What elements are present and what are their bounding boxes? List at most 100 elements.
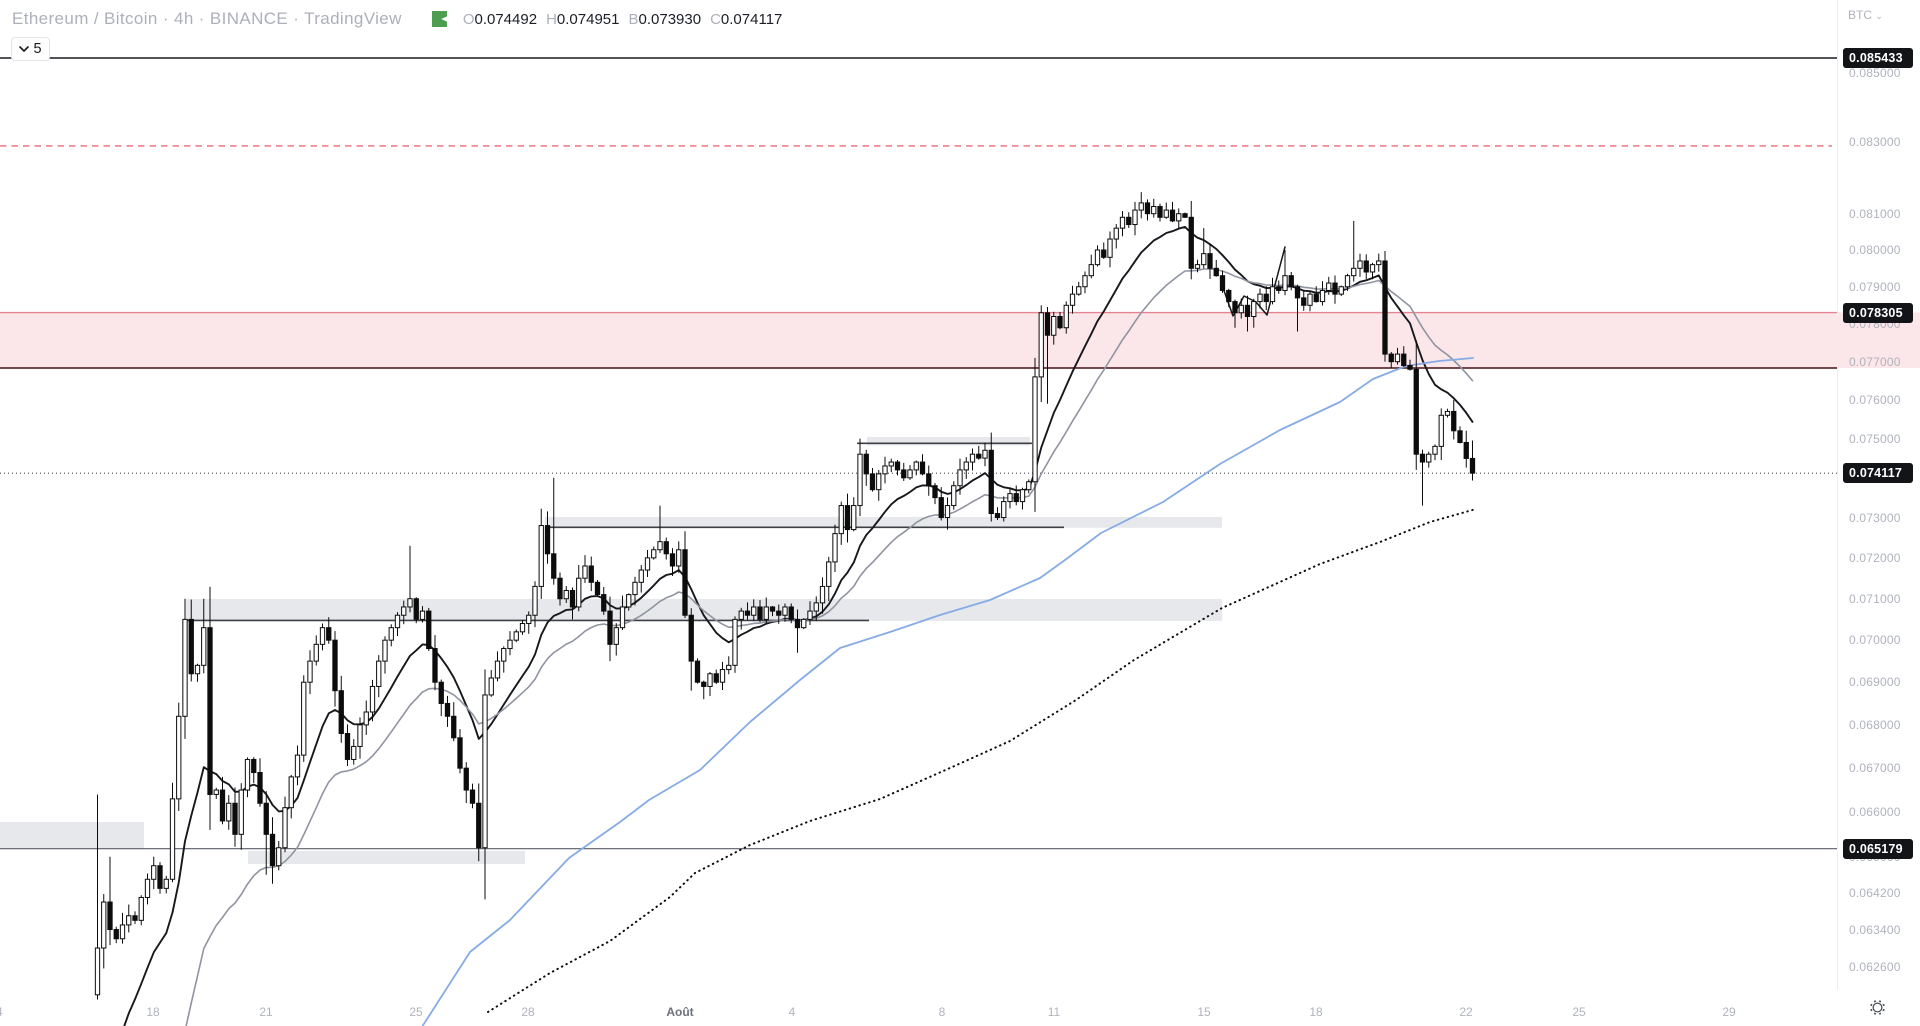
candle-up bbox=[138, 896, 144, 921]
candle-up bbox=[1351, 267, 1357, 277]
candle-up bbox=[1282, 275, 1288, 291]
candle-up bbox=[876, 473, 882, 491]
price-axis-label: 0.071000 bbox=[1849, 591, 1901, 606]
time-axis-label: Août bbox=[666, 1005, 694, 1019]
candle-down bbox=[1144, 202, 1151, 215]
candle-down bbox=[988, 449, 994, 515]
candle-down bbox=[976, 453, 982, 459]
candle-down bbox=[701, 681, 707, 687]
symbol-title[interactable]: Ethereum / Bitcoin · 4h · BINANCE · Trad… bbox=[12, 9, 402, 28]
currency-label: BTC bbox=[1848, 8, 1872, 22]
close-value: 0.074117 bbox=[720, 10, 783, 28]
gear-icon[interactable] bbox=[1869, 999, 1886, 1016]
chevron-down-icon: ⌄ bbox=[1875, 11, 1883, 21]
candle-up bbox=[1138, 202, 1144, 211]
candle-up bbox=[676, 549, 682, 567]
candle-down bbox=[1313, 293, 1319, 303]
candle-up bbox=[657, 541, 663, 551]
candle-up bbox=[632, 581, 638, 596]
candle-up bbox=[313, 643, 319, 662]
candle-up bbox=[163, 878, 169, 889]
zigzag-line bbox=[1221, 246, 1286, 317]
price-axis-label: 0.079000 bbox=[1849, 279, 1901, 294]
candle-up bbox=[201, 627, 207, 666]
candle-down bbox=[1226, 289, 1232, 303]
candle-up bbox=[1432, 445, 1438, 455]
candle-up bbox=[94, 947, 101, 996]
candle-down bbox=[1413, 368, 1419, 455]
candle-up bbox=[1369, 264, 1376, 273]
candle-down bbox=[413, 598, 419, 620]
candle-up bbox=[726, 664, 732, 671]
candle-up bbox=[1176, 213, 1182, 222]
candle-up bbox=[1051, 315, 1057, 336]
candle-up bbox=[351, 745, 357, 760]
candle-down bbox=[769, 606, 776, 612]
candle-down bbox=[682, 549, 688, 616]
time-axis-label: 22 bbox=[1459, 1005, 1473, 1019]
price-line-badge: 0.085433 bbox=[1843, 48, 1913, 68]
time-axis-label: 8 bbox=[938, 1005, 946, 1019]
candle-down bbox=[113, 929, 119, 940]
candle-up bbox=[401, 606, 407, 616]
candle-down bbox=[1188, 216, 1194, 269]
candle-up bbox=[282, 807, 288, 849]
candle-up bbox=[851, 505, 857, 531]
candle-up bbox=[119, 924, 126, 940]
candle-down bbox=[432, 648, 438, 683]
price-axis-currency-toggle[interactable]: BTC ⌄ bbox=[1848, 8, 1883, 22]
price-axis-label: 0.070000 bbox=[1849, 633, 1901, 648]
candle-up bbox=[407, 598, 413, 608]
price-axis-label: 0.073000 bbox=[1849, 510, 1901, 525]
price-axis-label: 0.080000 bbox=[1849, 243, 1901, 257]
candle-up bbox=[1132, 209, 1138, 226]
candle-up bbox=[582, 565, 588, 579]
candle-up bbox=[613, 627, 619, 645]
candle-up bbox=[1163, 209, 1169, 218]
price-axis-label: 0.067000 bbox=[1849, 761, 1901, 776]
price-axis-separator bbox=[1837, 0, 1838, 990]
candle-down bbox=[1457, 430, 1463, 443]
candle-down bbox=[1332, 282, 1338, 295]
candle-up bbox=[819, 585, 826, 604]
candle-up bbox=[226, 802, 232, 822]
candle-up bbox=[957, 469, 963, 487]
tradingview-flag-icon[interactable] bbox=[431, 11, 447, 27]
price-axis-label: 0.081000 bbox=[1849, 206, 1901, 221]
candle-up bbox=[238, 789, 244, 835]
candle-down bbox=[1057, 315, 1063, 329]
candle-down bbox=[1219, 275, 1226, 291]
candle-down bbox=[1451, 410, 1457, 432]
candle-down bbox=[132, 915, 138, 921]
indicators-collapse-chip[interactable]: 5 bbox=[11, 37, 50, 61]
candle-down bbox=[588, 565, 594, 583]
candle-up bbox=[369, 685, 376, 713]
candle-down bbox=[1288, 275, 1294, 288]
price-axis-label: 0.076000 bbox=[1849, 392, 1901, 407]
candle-up bbox=[507, 639, 513, 650]
candle-down bbox=[669, 553, 676, 567]
candle-up bbox=[1119, 216, 1126, 229]
candle-up bbox=[357, 724, 363, 747]
price-line-badge: 0.074117 bbox=[1843, 463, 1913, 484]
candle-up bbox=[907, 469, 913, 479]
candle-up bbox=[488, 677, 494, 696]
time-axis-label: 28 bbox=[521, 1005, 535, 1019]
candle-up bbox=[1269, 286, 1276, 303]
candle-up bbox=[619, 606, 626, 629]
candle-up bbox=[838, 505, 844, 535]
candle-down bbox=[1407, 364, 1413, 370]
candle-up bbox=[1076, 286, 1082, 295]
candle-up bbox=[963, 461, 969, 471]
candle-up bbox=[732, 618, 738, 666]
time-axis-label: 4 bbox=[788, 1005, 796, 1019]
candle-up bbox=[826, 561, 832, 587]
candle-down bbox=[776, 610, 782, 616]
candle-up bbox=[288, 776, 294, 809]
price-axis-label: 0.075000 bbox=[1849, 431, 1901, 446]
candle-up bbox=[494, 660, 501, 679]
candle-down bbox=[1363, 260, 1369, 273]
low-label: B bbox=[628, 10, 639, 28]
time-axis-label: 15 bbox=[1197, 1005, 1211, 1019]
